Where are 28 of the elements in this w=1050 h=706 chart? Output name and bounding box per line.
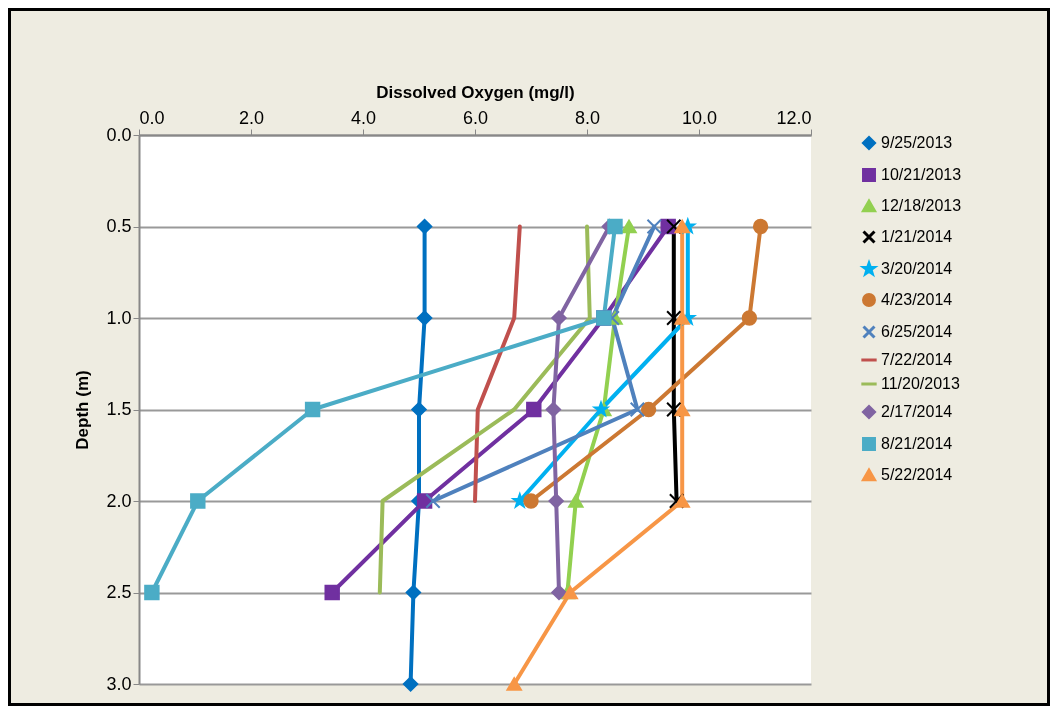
- y-tick-label: 1.0: [106, 307, 132, 328]
- y-tick-label: 2.5: [106, 582, 132, 602]
- y-tick-label: 0.0: [106, 124, 132, 145]
- legend-label: 7/22/2014: [881, 351, 953, 368]
- y-tick-label: 3.0: [106, 673, 132, 694]
- legend-label: 12/18/2013: [881, 197, 962, 214]
- legend-label: 11/20/2013: [881, 375, 960, 392]
- y-tick-label: 2.0: [106, 490, 132, 511]
- x-tick-label: 6.0: [462, 107, 489, 128]
- y-tick-label: 1.5: [106, 399, 132, 419]
- legend-label: 9/25/2013: [881, 134, 953, 151]
- legend-label: 3/20/2014: [881, 260, 953, 277]
- legend-label: 5/22/2014: [881, 466, 953, 483]
- x-tick-label: 12.0: [776, 107, 812, 128]
- legend-label: 1/21/2014: [881, 228, 953, 245]
- x-tick-label: 2.0: [238, 107, 265, 128]
- legend-label: 6/25/2014: [881, 323, 953, 340]
- legend-label: 8/21/2014: [881, 435, 953, 452]
- y-axis-title: Depth (m): [73, 370, 93, 450]
- x-tick-label: 8.0: [574, 107, 601, 128]
- x-axis-title: Dissolved Oxygen (mg/l): [376, 82, 575, 102]
- x-tick-label: 4.0: [350, 107, 377, 128]
- legend-label: 2/17/2014: [881, 403, 953, 420]
- legend-label: 4/23/2014: [881, 291, 953, 308]
- x-tick-label: 10.0: [681, 107, 718, 128]
- y-tick-label: 0.5: [106, 216, 132, 236]
- legend-label: 10/21/2013: [881, 166, 962, 183]
- x-tick-label: 0.0: [139, 107, 165, 128]
